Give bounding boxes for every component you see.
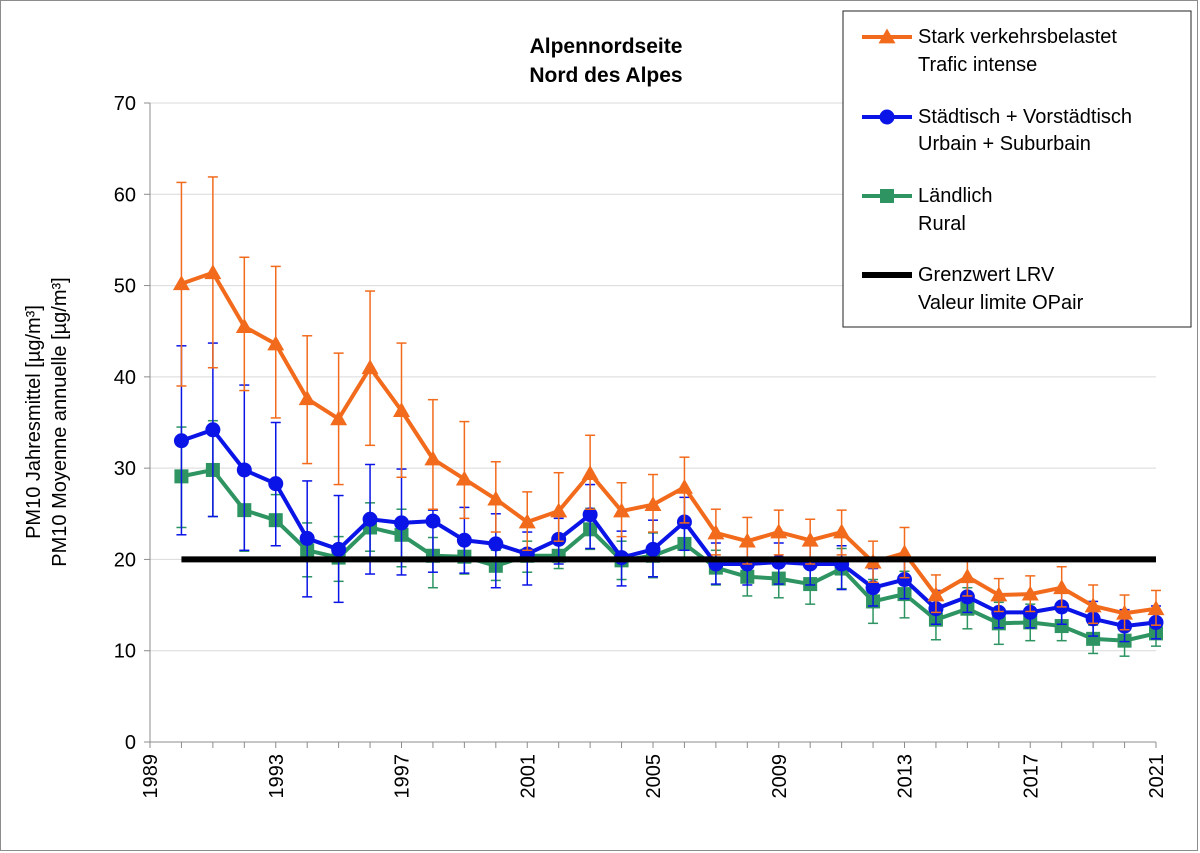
data-point [645, 541, 661, 557]
data-point [204, 264, 222, 280]
data-point [738, 532, 756, 548]
y-axis-label-line2: PM10 Moyenne annuelle [µg/m³] [49, 277, 71, 566]
data-point [613, 502, 631, 518]
data-point [991, 604, 1007, 620]
legend-label-rural: Ländlich [918, 185, 993, 207]
data-point [362, 511, 378, 527]
data-point [173, 433, 189, 449]
legend-label-urban-fr: Urbain + Suburbain [918, 133, 1091, 155]
data-point [959, 589, 975, 605]
y-tick-label: 70 [114, 93, 136, 115]
data-point [393, 402, 410, 418]
x-tick-labels: 1989 1993 1997 2001 2005 2009 2013 2017 2021 [140, 754, 1168, 799]
data-point [644, 496, 662, 512]
data-point [990, 586, 1008, 602]
x-tick-label: 1989 [140, 754, 162, 799]
legend: Stark verkehrsbelastet Trafic intense St… [842, 10, 1192, 328]
x-tick-label: 2021 [1146, 754, 1168, 799]
data-point [236, 462, 252, 478]
data-point [581, 465, 599, 480]
data-point [299, 530, 315, 546]
series-traffic [172, 176, 1165, 631]
y-tick-label: 10 [114, 641, 136, 663]
data-point [865, 580, 881, 596]
data-point [1147, 600, 1165, 616]
data-point [268, 476, 284, 492]
data-point [801, 531, 819, 547]
series-urban [173, 342, 1164, 643]
legend-label-limit: Grenzwert LRV [918, 264, 1055, 286]
data-point [770, 523, 788, 539]
legend-marker-traffic [878, 28, 896, 44]
data-point [550, 502, 568, 518]
data-point [707, 524, 725, 540]
data-point [897, 572, 912, 588]
data-point [267, 335, 285, 351]
legend-label-rural-fr: Rural [918, 213, 966, 235]
data-point [1116, 604, 1134, 620]
x-tick-label: 2009 [769, 754, 791, 799]
y-tick-label: 0 [125, 732, 136, 754]
data-point [330, 410, 348, 426]
data-point [298, 390, 316, 406]
legend-label-traffic-fr: Trafic intense [918, 54, 1037, 76]
data-point [675, 478, 693, 494]
data-point [1086, 631, 1101, 646]
data-point [518, 513, 536, 529]
data-point [424, 450, 442, 466]
data-point [455, 470, 473, 486]
y-tick-label: 30 [114, 458, 136, 480]
data-point [833, 523, 851, 539]
data-point [582, 507, 598, 523]
y-tick-label: 60 [114, 184, 136, 206]
chart-title-line1: Alpennordseite [530, 35, 683, 58]
data-point [1054, 619, 1069, 634]
x-tick-label: 2005 [643, 754, 665, 799]
data-point [1022, 604, 1038, 620]
data-point [172, 275, 190, 291]
axes [144, 102, 1157, 748]
x-tick-label: 2001 [517, 754, 539, 799]
data-point [361, 359, 379, 375]
y-tick-label: 40 [114, 367, 136, 389]
data-point [1021, 585, 1039, 601]
data-point [1084, 597, 1102, 613]
data-point [488, 536, 504, 552]
data-point [394, 515, 409, 531]
series-line [180, 270, 1157, 616]
y-tick-label: 20 [114, 549, 136, 571]
chart-title-line2: Nord des Alpes [529, 64, 682, 87]
data-point [456, 532, 472, 548]
data-point [927, 586, 945, 602]
y-axis-label-line1: PM10 Jahresmittel [µg/m³] [23, 305, 45, 539]
legend-label-traffic: Stark verkehrsbelastet [918, 26, 1117, 48]
y-tick-labels: 0 10 20 30 40 50 60 70 [114, 93, 136, 754]
y-tick-label: 50 [114, 276, 136, 298]
series-rural [174, 419, 1163, 657]
x-tick-label: 1997 [392, 754, 414, 799]
data-point [235, 318, 253, 334]
data-point [331, 541, 347, 557]
data-point [425, 513, 441, 529]
plot-area [172, 176, 1165, 657]
x-tick-label: 1993 [266, 754, 288, 799]
legend-symbols [862, 28, 912, 278]
data-point [958, 568, 976, 584]
legend-label-limit-fr: Valeur limite OPair [918, 292, 1084, 314]
legend-label-urban: Städtisch + Vorstädtisch [918, 106, 1132, 128]
data-point [205, 422, 221, 438]
data-point [896, 544, 913, 560]
data-point [487, 490, 505, 506]
x-tick-label: 2013 [895, 754, 917, 799]
legend-marker-rural [880, 189, 894, 203]
legend-marker-urban [879, 109, 895, 125]
x-tick-label: 2017 [1020, 754, 1042, 799]
data-point [1053, 579, 1071, 595]
